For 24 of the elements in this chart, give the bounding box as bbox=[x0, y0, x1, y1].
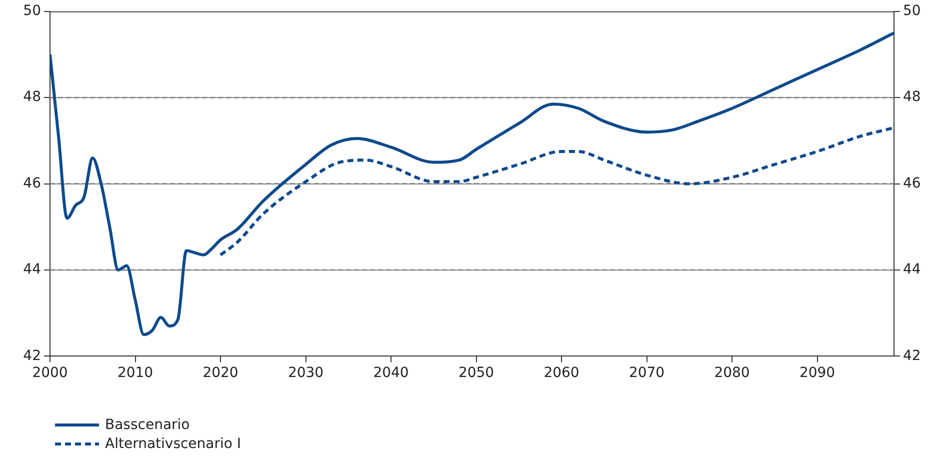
x-tick-label: 2050 bbox=[458, 365, 494, 382]
y2-tick-label: 48 bbox=[903, 89, 921, 106]
x-tick-label: 2080 bbox=[714, 365, 750, 382]
y2-tick-label: 44 bbox=[903, 262, 921, 278]
x-tick-label: 2030 bbox=[288, 365, 324, 382]
x-tick-label: 2000 bbox=[32, 365, 68, 382]
x-tick-label: 2010 bbox=[117, 365, 154, 382]
legend-label: Basscenario bbox=[105, 416, 190, 432]
x-tick-label: 2020 bbox=[202, 365, 238, 382]
x-tick-label: 2090 bbox=[799, 365, 836, 382]
x-tick-label: 2060 bbox=[544, 365, 580, 382]
y2-tick-label: 46 bbox=[903, 175, 921, 192]
legend-label: Alternativscenario I bbox=[105, 436, 242, 452]
x-tick-label: 2040 bbox=[373, 365, 409, 382]
y-tick-label: 42 bbox=[23, 348, 41, 364]
y2-tick-label: 50 bbox=[903, 3, 921, 20]
y-tick-label: 46 bbox=[23, 175, 42, 192]
y-tick-label: 44 bbox=[23, 262, 42, 278]
y2-tick-label: 42 bbox=[903, 348, 921, 364]
x-tick-label: 2070 bbox=[628, 365, 665, 382]
y-tick-label: 48 bbox=[23, 89, 41, 106]
line-series bbox=[50, 31, 894, 336]
line-series bbox=[219, 126, 894, 256]
y-tick-label: 50 bbox=[23, 3, 41, 20]
